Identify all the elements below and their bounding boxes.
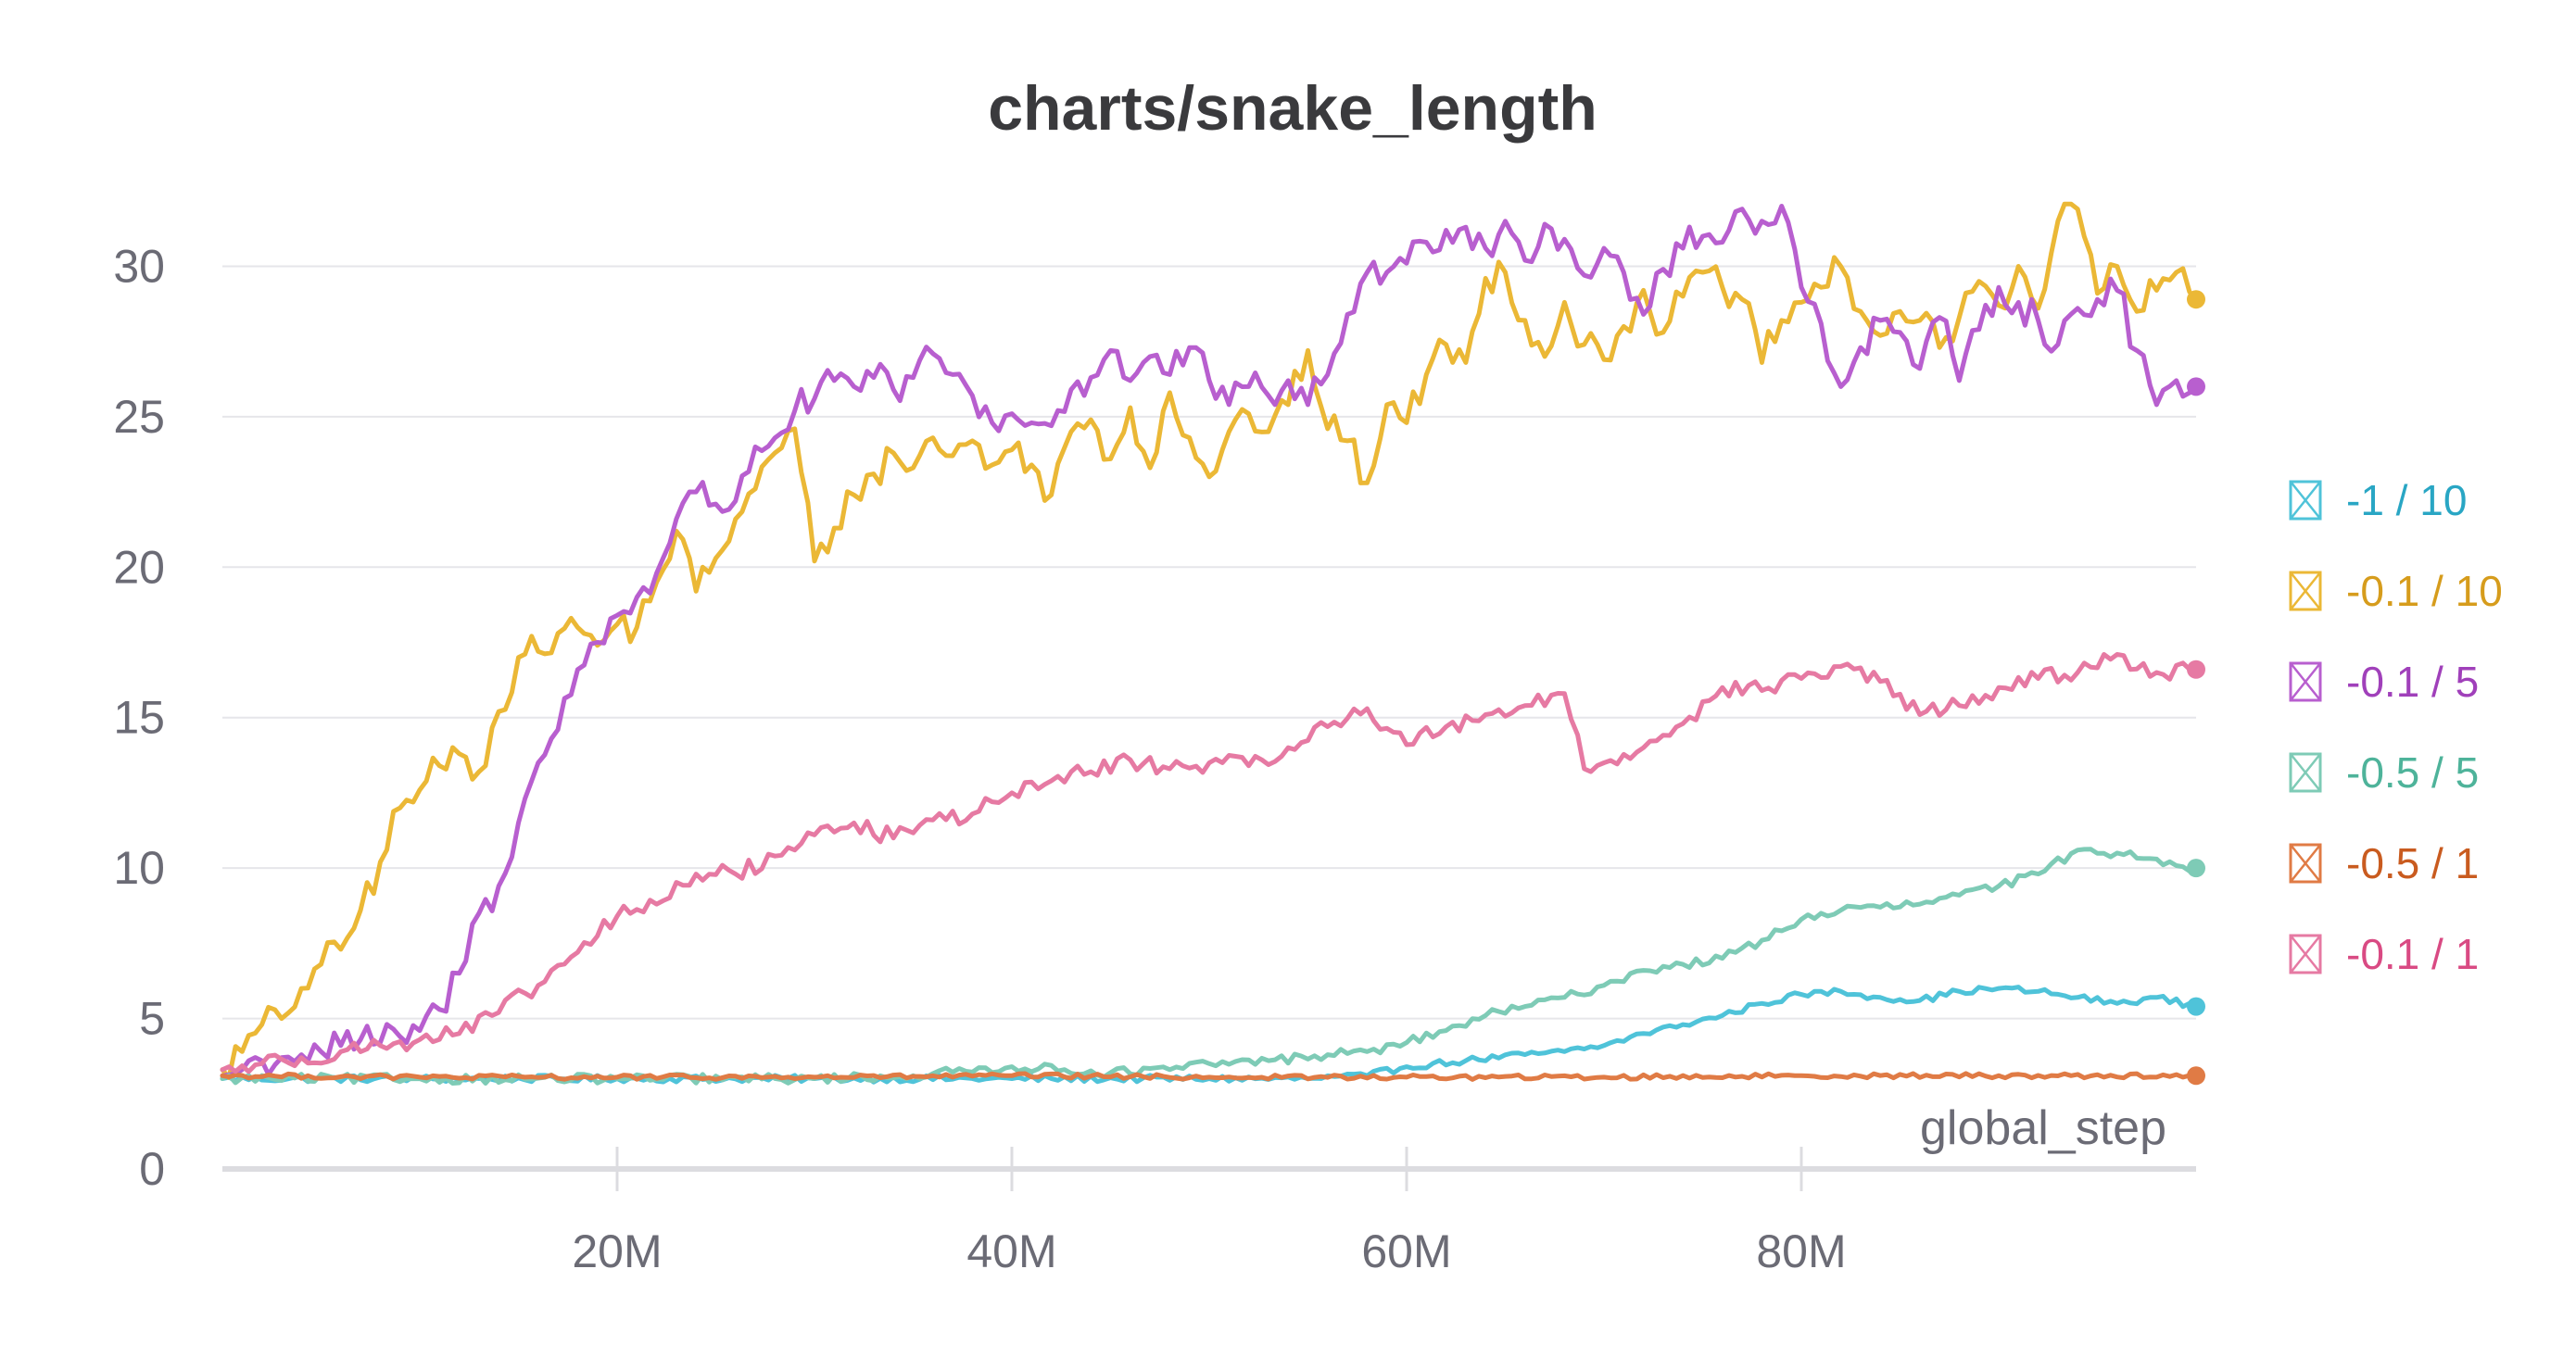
y-tick-label: 15 [113,692,165,744]
series-line-5 [220,652,2199,1074]
series-endpoint-2 [2187,377,2205,396]
legend-label: -0.5 / 1 [2346,839,2479,887]
legend-label: -0.1 / 1 [2346,930,2479,978]
legend: -1 / 10 -0.1 / 10 -0.1 / 5 -0.5 / 5 -0.5 / 1… [2289,476,2503,978]
legend-label: -1 / 10 [2346,476,2467,524]
series-endpoint-1 [2187,290,2205,309]
legend-label: -0.1 / 10 [2346,567,2503,615]
series-line-4 [220,1071,2199,1082]
legend-swatch-icon [2289,934,2322,974]
chart-title: charts/snake_length [988,73,1597,144]
y-tick-label: 20 [113,541,165,593]
legend-item[interactable]: -0.1 / 10 [2289,567,2503,615]
y-tick-label: 5 [139,993,165,1045]
legend-swatch-icon [2289,571,2322,611]
legend-label: -0.1 / 5 [2346,658,2479,706]
legend-item[interactable]: -0.5 / 1 [2289,839,2479,887]
legend-swatch-icon [2289,480,2322,521]
legend-swatch-icon [2289,843,2322,884]
x-axis-title: global_step [1920,1101,2166,1155]
y-tick-label: 30 [113,240,165,292]
series-line-2 [220,204,2199,1078]
series-line-0 [220,985,2199,1085]
legend-swatch-icon [2289,661,2322,702]
legend-swatch-icon [2289,752,2322,793]
y-tick-label: 25 [113,391,165,443]
series-endpoint-4 [2187,1066,2205,1086]
axes: 0 5 10 15 20 25 30 20M 40M 60M 80M [113,240,2196,1277]
legend-label: -0.5 / 5 [2346,748,2479,797]
x-tick-label: 40M [966,1225,1056,1277]
x-tick-label: 80M [1756,1225,1846,1277]
series-endpoint-0 [2187,997,2205,1016]
legend-item[interactable]: -0.5 / 5 [2289,748,2479,797]
series-line-1 [220,201,2199,1080]
y-tick-label: 10 [113,842,165,894]
grid-lines [222,265,2196,1020]
x-tick-label: 20M [572,1225,662,1277]
legend-item[interactable]: -1 / 10 [2289,476,2467,524]
series-endpoint-3 [2187,859,2205,878]
y-tick-label: 0 [139,1143,165,1195]
series-endpoint-5 [2187,660,2205,679]
x-tick-label: 60M [1361,1225,1451,1277]
legend-item[interactable]: -0.1 / 5 [2289,658,2479,706]
series-lines [220,201,2199,1086]
series-endpoints [2187,290,2205,1086]
legend-item[interactable]: -0.1 / 1 [2289,930,2479,978]
series-line-3 [220,847,2199,1086]
